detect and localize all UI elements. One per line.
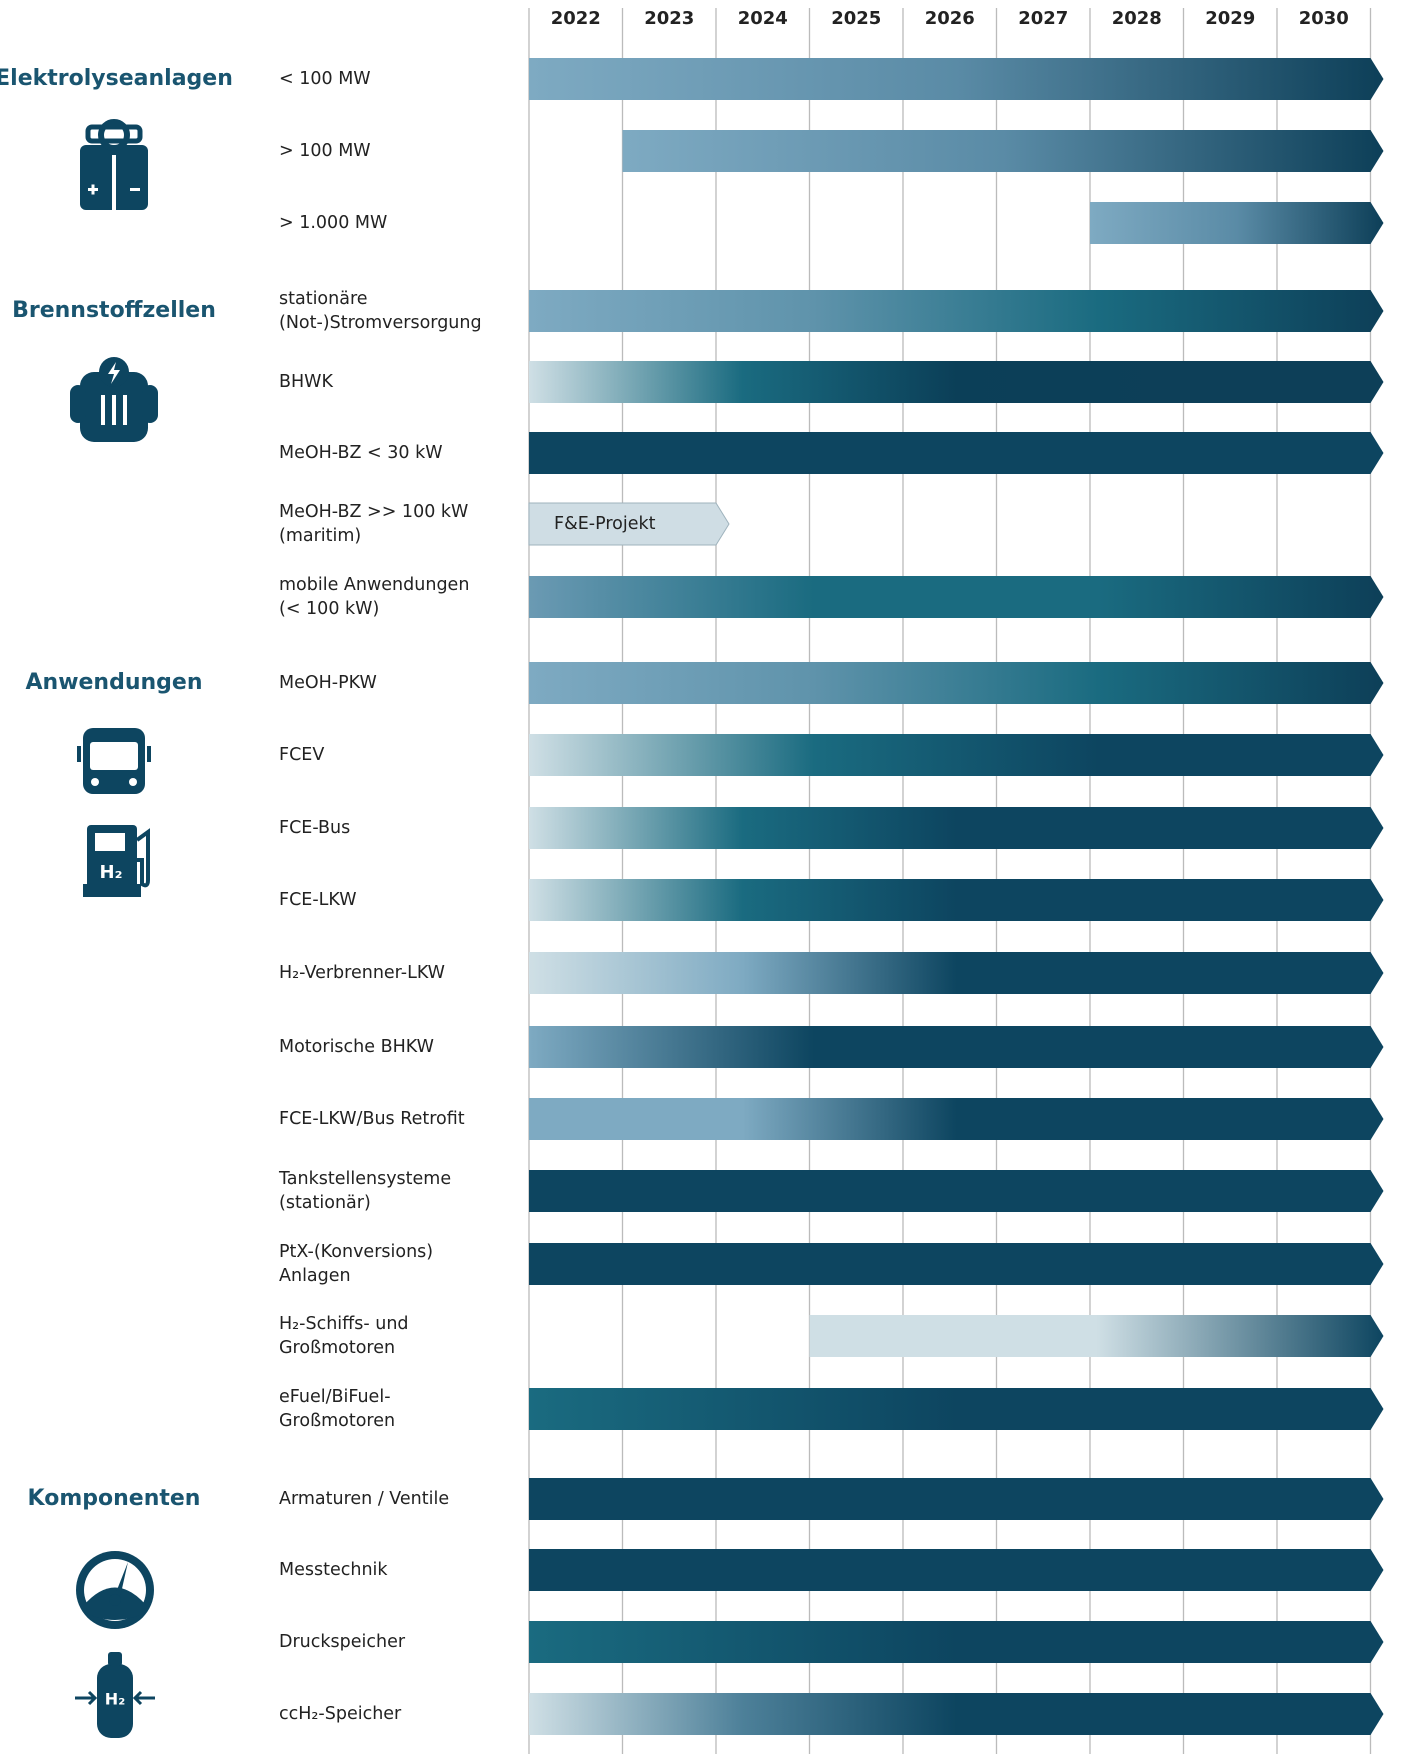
group-title: Brennstoffzellen [12,298,216,323]
year-label: 2030 [1299,8,1349,29]
timeline-bar [529,1026,1384,1068]
year-label: 2026 [925,8,975,29]
year-label: 2022 [551,8,601,29]
timeline-bar [529,1693,1384,1735]
year-label: 2029 [1205,8,1255,29]
task-label: MeOH-BZ < 30 kW [279,443,443,463]
bar-label: F&E-Projekt [554,514,656,534]
task-label: MeOH-BZ >> 100 kW [279,502,468,522]
task-label: > 1.000 MW [279,213,387,233]
year-label: 2028 [1112,8,1162,29]
timeline-bar [1090,202,1384,244]
task-label: stationäre [279,289,368,309]
task-label: FCE-Bus [279,818,350,838]
year-label: 2023 [644,8,694,29]
group-title: Komponenten [28,1486,201,1511]
task-label: Großmotoren [279,1338,395,1358]
timeline-bar [529,662,1384,704]
task-label: Tankstellensysteme [278,1169,451,1189]
task-label: H₂-Schiffs- und [279,1314,409,1334]
tank-icon: H₂ [75,1652,155,1738]
timeline-bar [809,1315,1384,1357]
group-title: Anwendungen [26,670,203,695]
fuelcell-icon [70,357,158,442]
timeline-bar [529,1478,1384,1520]
electrolyser-icon [80,119,148,210]
task-label: (< 100 kW) [279,599,379,619]
svg-text:H₂: H₂ [105,1690,125,1709]
timeline-bar [529,879,1384,921]
timeline-bar [529,1549,1384,1591]
task-label: eFuel/BiFuel- [279,1387,391,1407]
task-label: Druckspeicher [279,1632,406,1652]
task-label: > 100 MW [279,141,371,161]
timeline-bar [529,1243,1384,1285]
task-label: PtX-(Konversions) [279,1242,433,1262]
timeline-bar [529,1170,1384,1212]
task-label: (stationär) [279,1193,371,1213]
task-label: Motorische BHKW [279,1037,434,1057]
timeline-bar [622,130,1384,172]
timeline-bar [528,502,730,546]
year-label: 2025 [831,8,881,29]
task-label: Armaturen / Ventile [279,1489,449,1509]
task-label: Großmotoren [279,1411,395,1431]
task-label: H₂-Verbrenner-LKW [279,963,445,983]
task-label: Messtechnik [279,1560,388,1580]
task-label: Anlagen [279,1266,351,1286]
timeline-bar [529,290,1384,332]
task-label: (maritim) [279,526,361,546]
svg-text:H₂: H₂ [100,862,123,883]
bars [528,58,1384,1735]
task-label: BHWK [279,372,333,392]
task-label: FCE-LKW/Bus Retrofit [279,1109,465,1129]
timeline-bar [529,576,1384,618]
task-label: ccH₂-Speicher [279,1704,402,1724]
timeline-bar [529,1388,1384,1430]
task-label: mobile Anwendungen [279,575,469,595]
timeline-bar [529,58,1384,100]
timeline-bar [529,1098,1384,1140]
task-label: FCE-LKW [279,890,357,910]
bus-icon [77,728,151,794]
labels: 2022 2023 2024 2025 2026 2027 2028 2029 2030 Elek… [0,8,1349,1724]
year-label: 2027 [1018,8,1068,29]
timeline-bar [529,734,1384,776]
gauge-icon [76,1551,154,1629]
group-title: Elektrolyseanlagen [0,66,233,91]
timeline-bar [529,1621,1384,1663]
timeline-bar [529,952,1384,994]
timeline-bar [529,361,1384,403]
task-label: FCEV [279,745,324,765]
h2-pump-icon: H₂ [83,825,150,897]
task-label: MeOH-PKW [279,673,377,693]
timeline-bar [529,807,1384,849]
timeline-bar [529,432,1384,474]
task-label: < 100 MW [279,69,371,89]
year-label: 2024 [738,8,788,29]
task-label: (Not-)Stromversorgung [279,313,482,333]
